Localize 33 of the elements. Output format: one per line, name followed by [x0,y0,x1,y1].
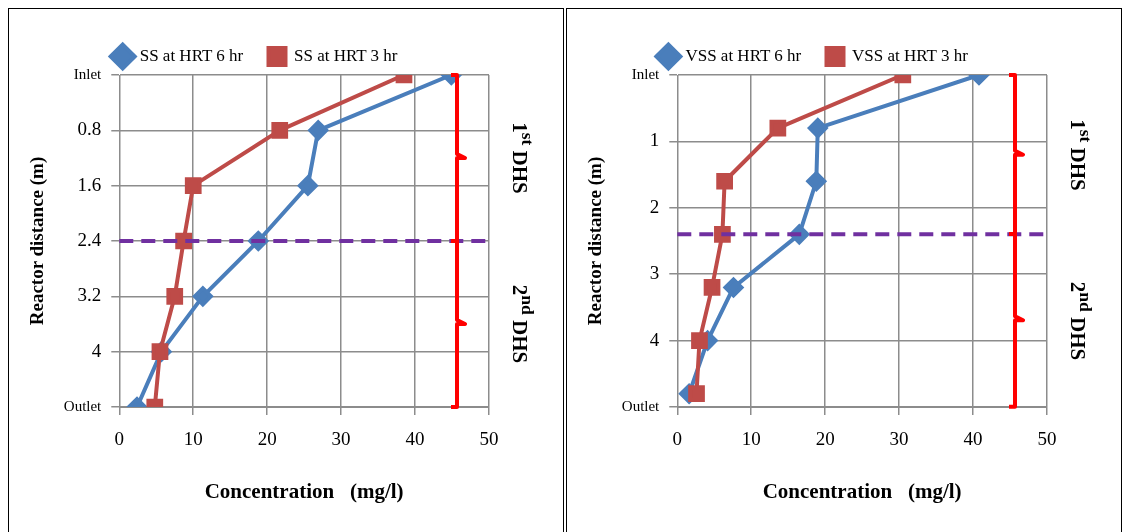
y-tick-label: Outlet [63,397,103,414]
y-tick-label: Outlet [621,397,661,414]
x-axis-title: Concentration (mg/l) [762,478,962,503]
y-tick-label: 4 [91,339,102,361]
x-tick-label: 40 [405,428,425,450]
y-axis-title: Reactor distance (m) [584,156,607,326]
x-tick-label: 30 [889,428,909,450]
y-tick-label: Inlet [73,65,103,82]
x-tick-label: 50 [479,428,499,450]
y-axis-title: Reactor distance (m) [26,156,49,326]
x-tick-label: 0 [672,428,683,450]
y-tick-label: 2 [649,195,660,217]
x-tick-label: 40 [963,428,983,450]
y-tick-label: 3.2 [77,284,102,306]
x-tick-label: 20 [257,428,277,450]
x-tick-label: 10 [183,428,203,450]
x-axis-title: Concentration (mg/l) [204,478,404,503]
y-tick-label: 1 [649,129,660,151]
legend-label: SS at HRT 3 hr [294,45,398,65]
y-tick-label: 4 [649,328,660,350]
y-tick-label: 1.6 [77,173,102,195]
legend-label: SS at HRT 6 hr [139,45,244,65]
y-tick-label: Inlet [631,65,661,82]
y-tick-label: 3 [649,262,660,284]
y-tick-label: 2.4 [77,228,102,250]
x-tick-label: 20 [815,428,835,450]
x-tick-label: 10 [741,428,761,450]
x-tick-label: 0 [114,428,125,450]
x-tick-label: 50 [1037,428,1057,450]
legend-label: VSS at HRT 3 hr [852,45,969,65]
legend-label: VSS at HRT 6 hr [685,45,802,65]
x-tick-label: 30 [331,428,351,450]
y-tick-label: 0.8 [77,118,102,140]
